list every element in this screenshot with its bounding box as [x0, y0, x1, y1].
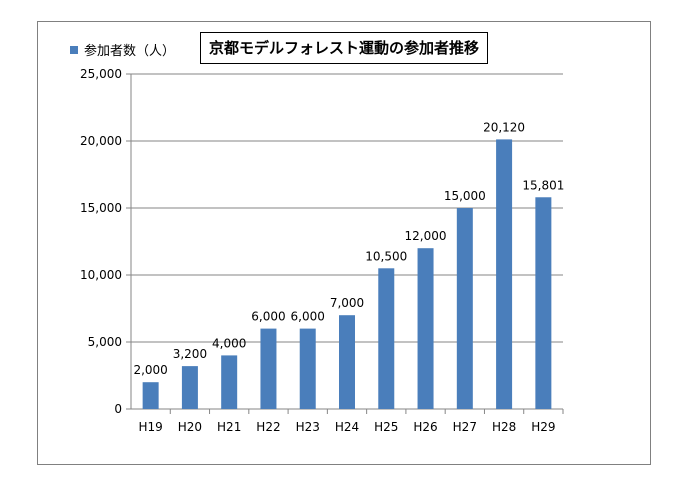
- x-tick-label: H23: [296, 420, 320, 434]
- data-label: 15,801: [522, 178, 564, 192]
- bar: [417, 248, 434, 409]
- x-tick-label: H21: [217, 420, 241, 434]
- y-tick-label: 15,000: [80, 201, 122, 215]
- x-tick-label: H24: [335, 420, 359, 434]
- legend-label: 参加者数（人）: [84, 44, 176, 59]
- x-tick-label: H26: [413, 420, 437, 434]
- data-label: 10,500: [365, 249, 407, 263]
- data-label: 15,000: [444, 189, 486, 203]
- data-label: 2,000: [133, 363, 167, 377]
- x-tick-label: H29: [531, 420, 555, 434]
- bar: [456, 208, 473, 409]
- y-tick-label: 25,000: [80, 67, 122, 81]
- bar: [260, 328, 277, 409]
- x-tick-label: H25: [374, 420, 398, 434]
- bar: [299, 328, 316, 409]
- x-tick-label: H28: [492, 420, 516, 434]
- bar: [181, 366, 198, 409]
- data-label: 4,000: [212, 336, 246, 350]
- bar: [221, 355, 238, 409]
- data-label: 3,200: [173, 347, 207, 361]
- data-label: 6,000: [291, 310, 325, 324]
- y-tick-label: 10,000: [80, 268, 122, 282]
- y-tick-label: 0: [114, 402, 122, 416]
- bar: [535, 197, 552, 409]
- x-tick-label: H22: [256, 420, 280, 434]
- data-label: 7,000: [330, 296, 364, 310]
- x-tick-label: H20: [178, 420, 202, 434]
- data-label: 6,000: [251, 310, 285, 324]
- legend: 参加者数（人）: [70, 40, 175, 59]
- bar: [496, 139, 513, 409]
- chart-title: 京都モデルフォレスト運動の参加者推移: [200, 32, 489, 64]
- data-label: 20,120: [483, 120, 525, 134]
- y-tick-label: 20,000: [80, 134, 122, 148]
- bar: [142, 382, 159, 409]
- bar: [339, 315, 355, 409]
- legend-swatch: [70, 45, 78, 54]
- y-tick-label: 5,000: [88, 335, 122, 349]
- data-label: 12,000: [405, 229, 447, 243]
- x-tick-label: H27: [453, 420, 477, 434]
- x-tick-label: H19: [138, 420, 162, 434]
- bar: [378, 268, 395, 409]
